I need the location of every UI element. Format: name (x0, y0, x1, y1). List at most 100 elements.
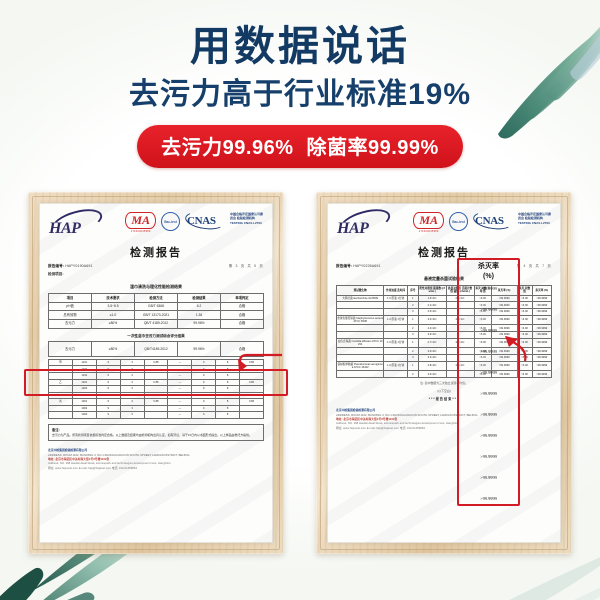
table-cell: 9 (191, 411, 217, 419)
table-cell: 总有效物 (48, 310, 92, 320)
table-row-highlight: 去污力 ≥80% QB/T4189-2012 99.96% 合格 (48, 340, 264, 357)
table-cell: >99.9999 (490, 314, 518, 326)
table-cell: 3.5~8.5 (91, 301, 135, 312)
table-column-header: 技术要求 (91, 293, 135, 303)
footer-address-en2-right: Address: NO. 168 Haidian East Road, scie… (336, 421, 459, 426)
highlighted-decontamination-table: 去污力 ≥80% QB/T4189-2012 99.96% 合格 (48, 340, 264, 357)
table-cell: 去污力 (48, 318, 92, 329)
table-cell: 1 (406, 314, 419, 326)
hap-logo-icon: HAP (48, 204, 108, 241)
table-row: 乙 1201 9 3 0.88—9 8 0.86 (48, 378, 264, 387)
table-cell: >6.00 (516, 337, 533, 349)
certificate-frame-right: HAP MA 171023045380 Bac-test CNAS 中国合格评定… (316, 192, 572, 554)
sub-note-right: (以下空白) (437, 388, 451, 393)
report-number-right: 报告编号: HAPY0226A691 (336, 264, 381, 269)
table-column-header: 作用浓度 及时间 (383, 285, 408, 296)
cma-logo-text-right: MA (413, 212, 444, 229)
cma-logo-text: MA (125, 212, 156, 229)
table-cell: 1 (406, 360, 419, 372)
table-row: pH值 3.5~8.5 GB/T 6368 6.2 合格 (48, 301, 264, 312)
table-cell: 2 (406, 370, 419, 378)
table-cell: 1.0 原液 1分钟 (383, 314, 408, 326)
report-title-left: 检测报告 (130, 247, 182, 259)
table-cell: 铜绿假单胞菌 Pseudomonas aeruginosa ATCC 15442 (335, 360, 385, 372)
table-column-header: 序号 (406, 285, 419, 296)
certification-logos-left: MA 171023045380 Bac-test CNAS 中国合格评定国家认可… (125, 209, 264, 233)
table-cell: 3.4×10⁶ (417, 314, 447, 326)
table-cell: 99.96% (177, 318, 221, 329)
table-cell: >6.00 (473, 337, 492, 349)
table-cell: ≥1.0 (91, 310, 135, 320)
table-cell: >99.9999 (531, 337, 553, 349)
table-row: 大肠杆菌 Escherichia coli 8099 1.0 原液 1分钟 1 1.6… (335, 294, 553, 303)
table-cell (335, 370, 385, 378)
table-cell: GB/T 13173-2021 (134, 310, 178, 320)
table-column-header: 各组对照组 活菌计数值 菌数 (cfu/mL) (445, 285, 475, 296)
table-cell: 1303 (71, 411, 97, 419)
table-cell: >6.00 (516, 314, 533, 326)
table-cell: >99.9999 (490, 370, 518, 378)
cma-logo-icon-right: MA 171023045380 (413, 212, 444, 233)
table-cell: >99.9999 (490, 337, 518, 349)
cnas-logo-text-right: CNAS (475, 215, 504, 227)
bactest-seal-icon: Bac-test (161, 212, 180, 231)
accreditation-text-left: 中国合格评定国家认可委员会 检验检测机构 TESTING CNAS L2793 (230, 212, 264, 225)
table-row: 金黄色葡萄球菌 Staphylococcus aureus ATCC 6538 1… (335, 314, 553, 326)
hap-logo-text: HAP (49, 220, 81, 237)
table-cell: 合格 (220, 318, 264, 329)
page-subtitle: 去污力高于行业标准19% (128, 77, 472, 111)
table-cell: >6.00 (516, 360, 533, 372)
table-row: 铜绿假单胞菌 Pseudomonas aeruginosa ATCC 15442… (335, 360, 553, 372)
table-column-header: 杀灭率 (%) (490, 285, 518, 296)
highlight-cell-1: ≥80% (91, 340, 135, 357)
table-row: 2 3.6×10⁶ >6.00 >99.9999 >6.00 >99.9999 (335, 370, 553, 378)
report-document-right: HAP MA 171023045380 Bac-test CNAS 中国合格评定… (327, 203, 561, 543)
table-cell: 3.4×10⁶ (445, 360, 475, 372)
table-column-header: 项目 (48, 293, 92, 303)
report-meta-left: 报告编号: HAPY0190A691 第 3 页 共 5 页 (48, 263, 264, 269)
table-cell: 6.2 (177, 301, 221, 312)
document-footer-left: 北京中检集团检验检测有限公司 ADDRESS: ROOM 1102, BUILD… (48, 448, 264, 470)
table-cell: >6.00 (473, 370, 492, 378)
report-document-left: HAP MA 171023045380 Bac-test CNAS 中国合格评定… (39, 203, 273, 543)
report-meta-right: 报告编号: HAPY0226A691 第 4 页 共 7 页 (336, 263, 552, 269)
note-box-left: 备注: 去污力为产品，所有检测项目依据标准判定合格。以上数据及结果均由检测机构出… (48, 423, 264, 442)
table-cell: pH值 (48, 301, 92, 312)
footer-address-en-right: ADDRESS: ROOM 1102, BUILDING 3, NO.1 ZHO… (336, 412, 478, 417)
badge-cleaning-power: 去污力99.96% (161, 137, 294, 160)
table-cell: 1.0 原液 1分钟 (383, 337, 408, 349)
certification-logos-right: MA 171023045380 Bac-test CNAS 中国合格评定国家认可… (413, 209, 552, 233)
table-row: 去污力 ≥80% QB/T 4189-2012 99.96% 合格 (48, 318, 264, 329)
table-cell: — (167, 411, 193, 419)
footer-address-cn-right: 地址: 北京市海淀区中关村南大街1号3号楼1102室 (336, 416, 398, 421)
cnas-logo-icon: CNAS (184, 209, 226, 232)
table-cell (383, 370, 408, 378)
table-cell: QB/T 4189-2012 (134, 318, 178, 329)
table-cell: >99.9999 (531, 370, 553, 378)
table-cell (48, 411, 73, 419)
certificate-frame-left: HAP MA 171023045380 Bac-test CNAS 中国合格评定… (28, 192, 284, 554)
cma-certificate-number: 171023045380 (130, 230, 151, 233)
table-row: 丙 1301 9 3 0.88—9 8 0.86 (48, 398, 264, 406)
hap-logo-text-right: HAP (337, 220, 369, 237)
footer-company-left: 北京中检集团检验检测有限公司 (48, 448, 88, 453)
footer-company-right: 北京中检集团检验检测有限公司 (336, 408, 376, 413)
report-number-label: 报告编号: (48, 264, 65, 268)
table-cell: >6.00 (473, 314, 492, 326)
table-column-header: 杀灭率 (%) (531, 285, 553, 296)
table-column-header: 杀灭 对数 值 (516, 285, 533, 296)
table2-caption: 一次性湿巾去污力测试综合评分结果 (127, 333, 185, 338)
table-cell: >99.9999 (531, 314, 553, 326)
table-row: 总有效物 ≥1.0 GB/T 13173-2021 1.36 合格 (48, 310, 264, 320)
bactest-seal-icon-right: Bac-test (449, 212, 468, 231)
table-row: 3 2.5×10⁶ >6.00 >99.9999 >6.00 >99.9999 (335, 308, 553, 316)
accreditation-text-right: 中国合格评定国家认可委员会 检验检测机构 TESTING CNAS L2793 (518, 212, 552, 225)
hap-logo-icon-right: HAP (336, 204, 396, 241)
highlight-cell-0: 去污力 (48, 340, 92, 357)
table-cell (239, 411, 264, 419)
table-cell: GB/T 6368 (134, 301, 178, 312)
scoring-detail-table: 甲 1101 9 3 0.88—9 8 0.86 1102 9 3—9 8 1103 9 3—9 8 乙 120… (48, 358, 264, 419)
footer-address-cn-left: 地址: 北京市海淀区中关村南大街1号3号楼1102室 (48, 456, 110, 461)
badge-sterilization-rate: 除菌率99.99% (306, 137, 439, 160)
table-row: 3 3.3×10⁶ >6.00 >99.9999 >6.00 >99.9999 (335, 354, 553, 362)
